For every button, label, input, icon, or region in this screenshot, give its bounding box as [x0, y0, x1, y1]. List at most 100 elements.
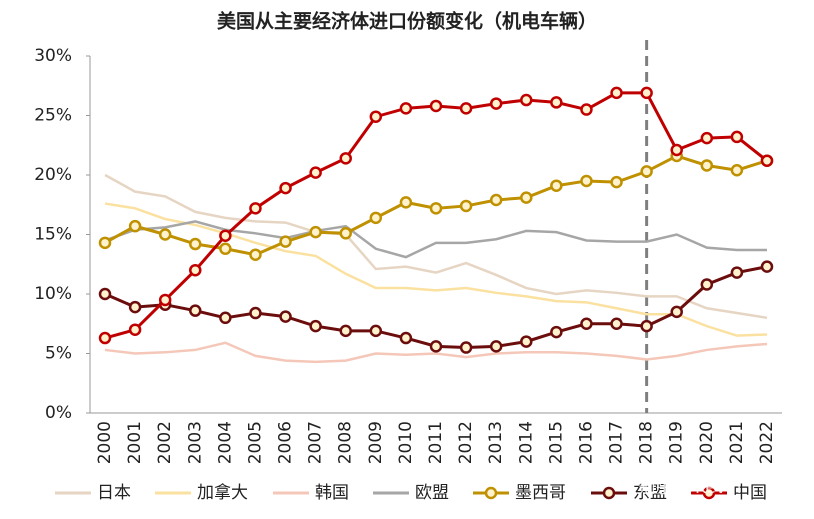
point: [158, 293, 172, 307]
legend-label: 欧盟: [415, 483, 449, 503]
point: [459, 199, 473, 213]
x-tick-label: 2010: [396, 421, 416, 464]
point: [279, 310, 292, 323]
point: [489, 193, 503, 207]
point: [429, 340, 443, 353]
x-tick-label: 2011: [426, 421, 446, 464]
point: [98, 287, 112, 301]
point: [128, 323, 142, 336]
point: [640, 165, 653, 178]
x-tick-label: 2018: [637, 421, 657, 464]
point: [760, 260, 774, 273]
point: [640, 86, 653, 100]
y-tick-label: 25%: [34, 106, 72, 126]
legend-label: 中国: [733, 483, 767, 503]
point: [670, 305, 683, 319]
point: [399, 102, 413, 115]
legend-marker: [484, 486, 498, 500]
legend-label: 日本: [97, 483, 131, 503]
x-tick-label: 2020: [697, 421, 717, 464]
point: [219, 242, 232, 256]
point: [279, 235, 292, 248]
point: [339, 324, 352, 338]
point: [580, 174, 593, 188]
point: [580, 317, 593, 330]
point: [670, 143, 683, 157]
x-tick-label: 2004: [215, 421, 235, 464]
x-tick-label: 2002: [155, 421, 175, 464]
point: [580, 103, 593, 116]
point: [610, 317, 623, 330]
x-tick-label: 2003: [185, 421, 205, 464]
series-line: [104, 91, 768, 340]
point: [610, 86, 623, 100]
point: [309, 166, 322, 179]
point: [189, 237, 202, 251]
point: [399, 196, 413, 209]
legend-marker: [702, 486, 716, 500]
x-tick-label: 2016: [576, 421, 596, 464]
point: [610, 175, 623, 189]
point: [279, 181, 292, 195]
legend-marker: [602, 486, 616, 500]
point: [520, 93, 533, 107]
point: [640, 319, 653, 333]
point: [459, 341, 473, 354]
point: [219, 311, 232, 325]
series-line: [104, 265, 768, 350]
x-tick-label: 2013: [486, 421, 506, 464]
x-tick-label: 2019: [667, 421, 687, 464]
x-tick-label: 2005: [245, 421, 265, 464]
point: [760, 154, 774, 167]
point: [730, 130, 744, 144]
series-line: [104, 220, 767, 259]
point: [309, 319, 322, 333]
legend-label: 东盟: [633, 483, 667, 503]
x-tick-label: 2017: [607, 421, 627, 464]
point: [128, 300, 142, 314]
point: [550, 179, 563, 192]
x-tick-label: 2022: [757, 421, 777, 464]
point: [520, 335, 533, 348]
point: [730, 266, 744, 279]
x-tick-label: 2006: [276, 421, 296, 464]
series-line: [104, 341, 768, 364]
point: [249, 202, 262, 215]
x-tick-label: 2000: [95, 421, 115, 464]
point: [700, 278, 714, 291]
y-tick-label: 5%: [45, 344, 72, 364]
x-tick-label: 2012: [456, 421, 476, 464]
point: [489, 97, 503, 110]
point: [158, 228, 172, 241]
legend-label: 墨西哥: [515, 483, 566, 503]
point: [249, 248, 262, 261]
y-tick-label: 15%: [34, 225, 72, 245]
point: [189, 263, 202, 277]
point: [249, 306, 262, 320]
y-tick-label: 0%: [45, 403, 72, 423]
point: [189, 304, 202, 317]
point: [700, 131, 714, 145]
point: [399, 331, 413, 345]
point: [429, 202, 443, 215]
point: [459, 102, 473, 115]
point: [489, 340, 503, 353]
point: [550, 96, 563, 109]
y-tick-label: 30%: [34, 46, 72, 66]
point: [429, 99, 443, 113]
point: [339, 227, 352, 240]
series-line: [104, 202, 768, 337]
x-tick-label: 2021: [727, 421, 747, 464]
point: [98, 331, 112, 345]
x-tick-label: 2007: [306, 421, 326, 464]
point: [98, 236, 112, 250]
point: [730, 163, 744, 177]
point: [369, 110, 383, 123]
point: [700, 159, 714, 172]
x-tick-label: 2015: [546, 421, 566, 464]
x-tick-label: 2001: [125, 421, 145, 464]
point: [520, 191, 533, 204]
y-tick-label: 10%: [34, 284, 72, 304]
point: [339, 152, 352, 165]
